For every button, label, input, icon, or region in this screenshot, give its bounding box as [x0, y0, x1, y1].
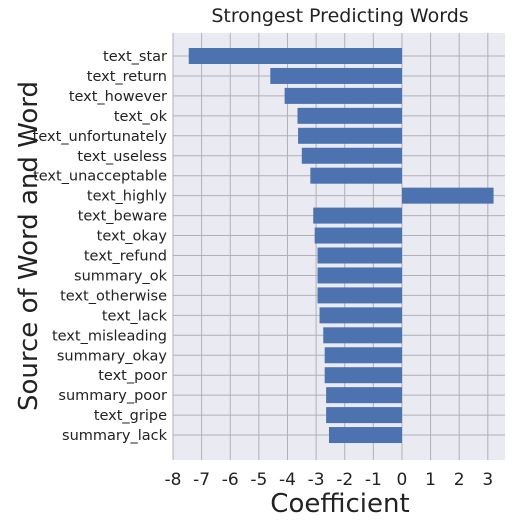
- x-axis-label: Coefficient: [270, 489, 409, 519]
- bar-text-ok: [297, 107, 402, 124]
- x-tick-label: 2: [454, 470, 465, 490]
- y-tick-label: text_unacceptable: [33, 169, 167, 185]
- x-tick-label: -6: [222, 470, 239, 490]
- y-tick-label: text_lack: [102, 308, 168, 324]
- bar-text-star: [188, 48, 402, 64]
- y-tick-label: text_return: [87, 69, 167, 85]
- bar-summary-ok: [317, 267, 402, 284]
- x-tick-label: -7: [193, 470, 210, 490]
- y-tick-label: text_unfortunately: [33, 129, 168, 145]
- bar-text-gripe: [326, 407, 402, 424]
- bar-text-useless: [301, 147, 402, 164]
- x-tick-label: -2: [336, 470, 353, 490]
- bar-text-refund: [317, 247, 402, 264]
- bar-text-unacceptable: [310, 167, 402, 184]
- x-tick-label: -8: [165, 470, 182, 490]
- bar-text-okay: [314, 227, 402, 244]
- x-tick-label: -5: [250, 470, 267, 490]
- bar-text-return: [270, 67, 402, 84]
- y-tick-label: text_misleading: [52, 328, 167, 344]
- y-tick-labels: text_star text_return text_however text_okt…: [33, 49, 168, 444]
- y-tick-label: text_however: [69, 89, 167, 105]
- bar-text-poor: [324, 367, 402, 384]
- x-tick-label: -4: [279, 470, 296, 490]
- y-tick-label: text_ok: [114, 109, 168, 125]
- y-tick-label: text_star: [103, 49, 167, 65]
- chart-title: Strongest Predicting Words: [211, 5, 468, 27]
- y-tick-label: text_refund: [84, 249, 167, 265]
- y-tick-label: summary_ok: [74, 268, 168, 284]
- bars: [188, 48, 494, 444]
- x-tick-label: -1: [365, 470, 382, 490]
- bar-text-unfortunately: [298, 127, 402, 144]
- bar-summary-okay: [324, 347, 402, 364]
- bar-text-however: [284, 87, 402, 104]
- bar-text-lack: [319, 307, 402, 324]
- x-tick-label: 0: [397, 470, 408, 490]
- x-tick-labels: -8 -7 -6 -5 -4 -3 -2 -1 0 1 2 3: [165, 470, 494, 490]
- bar-text-misleading: [323, 327, 402, 344]
- bar-text-otherwise: [317, 287, 402, 304]
- x-tick-label: -3: [308, 470, 325, 490]
- bar-summary-lack: [328, 427, 402, 444]
- y-tick-label: text_highly: [87, 189, 168, 205]
- y-tick-label: text_okay: [97, 229, 168, 245]
- y-tick-label: text_useless: [77, 149, 167, 165]
- x-tick-label: 3: [482, 470, 493, 490]
- y-tick-label: text_otherwise: [60, 288, 167, 304]
- y-tick-label: summary_okay: [57, 348, 168, 364]
- y-tick-label: text_beware: [78, 209, 167, 225]
- bar-summary-poor: [326, 387, 402, 404]
- y-tick-label: text_gripe: [94, 408, 167, 424]
- bar-text-beware: [313, 207, 402, 224]
- bar-text-highly: [401, 187, 494, 204]
- y-tick-label: summary_poor: [58, 388, 167, 404]
- x-tick-label: 1: [425, 470, 436, 490]
- y-tick-label: text_poor: [98, 368, 167, 384]
- y-axis-label: Source of Word and Word: [14, 81, 44, 411]
- y-tick-label: summary_lack: [62, 428, 168, 444]
